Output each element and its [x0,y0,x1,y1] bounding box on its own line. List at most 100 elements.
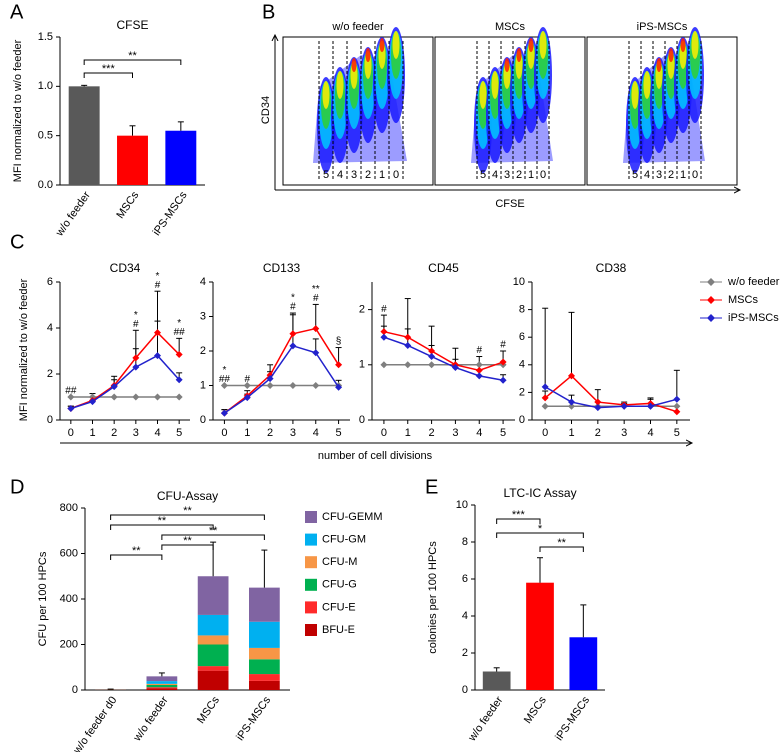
significance-label: ## [65,386,77,397]
x-tick-label: w/o feeder [53,189,93,239]
point-marker [673,408,681,416]
y-tick-label: 10 [513,276,525,288]
bar-segment [146,688,178,690]
significance-label: * [538,523,543,535]
gate-label: 3 [656,169,662,181]
legend-label: CFU-E [322,601,356,613]
significance-label: # [476,345,482,356]
x-tick-label: 3 [133,427,139,439]
legend-swatch [305,624,317,636]
significance-label: ** [132,545,141,557]
point-marker [243,382,251,389]
y-tick-label: 0 [200,414,206,426]
bar [117,135,148,185]
point-marker [312,325,320,333]
significance-bracket [161,544,214,550]
bar-segment [197,614,229,636]
panel-letter: C [10,231,24,253]
x-tick-label: 0 [542,427,548,439]
bar-segment [197,635,229,645]
x-tick-label: 1 [89,427,95,439]
significance-label: *** [512,509,526,521]
point-marker [451,364,459,372]
significance-bracket [110,554,163,560]
bar-segment [249,680,280,690]
y-tick-label: 8 [519,304,525,316]
gate-label: 5 [480,169,486,181]
flow-title: w/o feeder [331,21,384,33]
significance-label: # [133,319,139,330]
y-tick-label: 6 [47,276,53,288]
subplot-title: CD133 [263,261,301,275]
significance-label: # [290,302,296,313]
point-marker [89,398,96,406]
significance-label: * [222,365,226,376]
panel-letter: B [262,1,275,23]
point-marker [428,353,436,361]
point-marker [266,382,274,389]
gate-label: 3 [351,169,357,181]
gate-label: 5 [632,169,638,181]
flow-density [392,31,400,59]
y-tick-label: 0.0 [38,179,53,191]
series-line [383,336,504,381]
flow-density [379,38,385,52]
significance-label: ** [183,535,192,547]
point-marker [428,347,436,355]
gate-label: 0 [692,169,698,181]
series-line [544,386,678,409]
point-marker [404,361,412,369]
significance-bracket [161,534,265,540]
point-marker [673,402,681,410]
x-tick-label: 1 [244,427,250,439]
point-marker [475,361,483,369]
legend-label: MSCs [728,294,758,306]
x-tick-label: 4 [476,427,482,439]
bar [526,582,554,690]
y-tick-label: 0 [462,684,468,696]
x-tick-label: MSCs [114,189,141,221]
point-marker [620,402,628,410]
significance-label: # [381,304,387,315]
panel-letter: D [10,476,24,498]
bar-segment [249,587,280,622]
y-tick-label: 0.5 [38,130,53,142]
point-marker [568,402,575,410]
x-tick-label: 3 [452,427,458,439]
bar-segment [146,683,178,685]
y-tick-label: 600 [60,547,78,559]
x-tick-label: 4 [647,427,653,439]
point-marker [380,361,388,369]
gate-label: 5 [323,169,329,181]
legend-marker [707,296,715,304]
y-axis-label: CFU per 100 HPCs [37,551,49,646]
point-marker [499,358,507,366]
bar-segment [197,644,229,667]
x-tick-label: 3 [290,427,296,439]
x-tick-label: iPS-MSCs [234,694,273,743]
point-marker [541,394,549,402]
y-axis-label: colonies per 100 HPCs [427,541,439,654]
y-tick-label: 6 [519,331,525,343]
significance-label: ** [209,525,218,537]
bar-segment [197,576,229,615]
x-tick-label: 1 [568,427,574,439]
point-marker [404,333,412,341]
legend-marker [707,278,715,286]
gate-label: 0 [393,169,399,181]
y-tick-label: 2 [359,304,365,316]
flow-density [365,48,371,62]
x-tick-label: 2 [267,427,273,439]
flow-title: iPS-MSCs [637,21,688,33]
gate-label: 2 [365,169,371,181]
x-tick-label: 0 [381,427,387,439]
bar-segment [197,666,229,671]
bar [482,671,511,690]
significance-bracket [496,532,584,538]
bar-segment [146,676,178,682]
bar [569,637,598,690]
legend-marker [707,314,715,322]
point-marker [647,402,654,410]
gate-label: 0 [540,169,546,181]
point-marker [243,394,251,402]
